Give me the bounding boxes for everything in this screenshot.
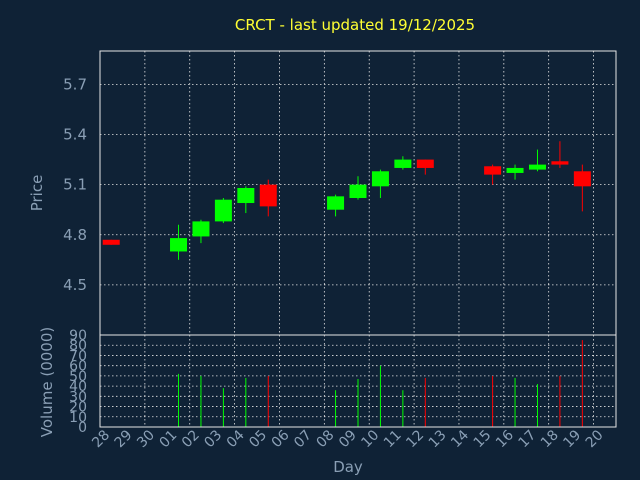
volume-axis-label: Volume (0000) [38, 327, 56, 437]
candle-body [214, 199, 232, 222]
candle-body [506, 167, 524, 173]
price-axis-label: Price [28, 175, 46, 212]
x-tick-label: 16 [493, 427, 517, 451]
x-tick-label: 29 [112, 427, 136, 451]
candle-body [102, 239, 120, 245]
x-tick-label: 20 [583, 427, 607, 451]
price-tick-label: 4.8 [63, 226, 87, 244]
x-tick-label: 08 [314, 427, 338, 451]
candle-body [551, 161, 569, 165]
x-tick-label: 04 [224, 427, 248, 451]
x-tick-label: 09 [336, 427, 360, 451]
x-tick-label: 30 [134, 427, 158, 451]
price-tick-label: 5.4 [63, 126, 87, 144]
volume-tick-label: 0 [78, 420, 87, 436]
candle-body [416, 159, 434, 168]
x-tick-label: 18 [538, 427, 562, 451]
x-tick-label: 28 [89, 427, 113, 451]
candle-body [259, 184, 277, 207]
volume-tick-label: 90 [69, 328, 87, 344]
price-tick-label: 5.7 [63, 75, 87, 93]
volume-tick-label: 30 [69, 389, 87, 405]
x-tick-label: 10 [358, 427, 382, 451]
chart-title: CRCT - last updated 19/12/2025 [235, 16, 475, 34]
volume-tick-label: 70 [69, 348, 87, 364]
volume-panel-frame [99, 334, 617, 428]
candle-body [349, 184, 367, 199]
volume-grid [100, 335, 616, 427]
candle-body [170, 238, 188, 252]
volume-tick-label: 60 [69, 359, 87, 375]
candle-body [573, 171, 591, 187]
price-panel: 4.5 4.8 5.1 5.4 5.7 Price [28, 50, 617, 336]
candle-body [394, 159, 412, 168]
x-tick-label: 02 [179, 427, 203, 451]
x-tick-label: 05 [246, 427, 270, 451]
volume-tick-label: 10 [69, 410, 87, 426]
x-tick-label: 06 [269, 427, 293, 451]
x-tick-label: 15 [471, 427, 495, 451]
volume-tick-label: 40 [69, 379, 87, 395]
x-tick-label: 13 [426, 427, 450, 451]
volume-tick-label: 50 [69, 369, 87, 385]
x-axis-ticks: 2829300102030405060708091011121314151617… [89, 427, 606, 451]
x-tick-label: 03 [201, 427, 225, 451]
candle-body [371, 171, 389, 187]
x-tick-label: 17 [515, 427, 539, 451]
candle-body [237, 187, 255, 204]
candle-body [528, 164, 546, 170]
price-tick-label: 5.1 [63, 176, 87, 194]
volume-bars [178, 340, 583, 427]
candle-body [484, 166, 502, 175]
x-tick-label: 19 [560, 427, 584, 451]
candle-body [192, 221, 210, 237]
volume-tick-label: 80 [69, 338, 87, 354]
x-tick-label: 11 [381, 427, 405, 451]
x-tick-label: 14 [448, 427, 472, 451]
price-grid [100, 51, 616, 335]
x-tick-label: 12 [403, 427, 427, 451]
x-tick-label: 01 [157, 427, 181, 451]
candles [102, 141, 591, 260]
volume-tick-label: 20 [69, 400, 87, 416]
x-tick-label: 07 [291, 427, 315, 451]
x-axis-label: Day [333, 458, 363, 476]
candle-body [327, 196, 345, 210]
price-axis-ticks: 4.5 4.8 5.1 5.4 5.7 [63, 75, 87, 293]
price-tick-label: 4.5 [63, 276, 87, 294]
